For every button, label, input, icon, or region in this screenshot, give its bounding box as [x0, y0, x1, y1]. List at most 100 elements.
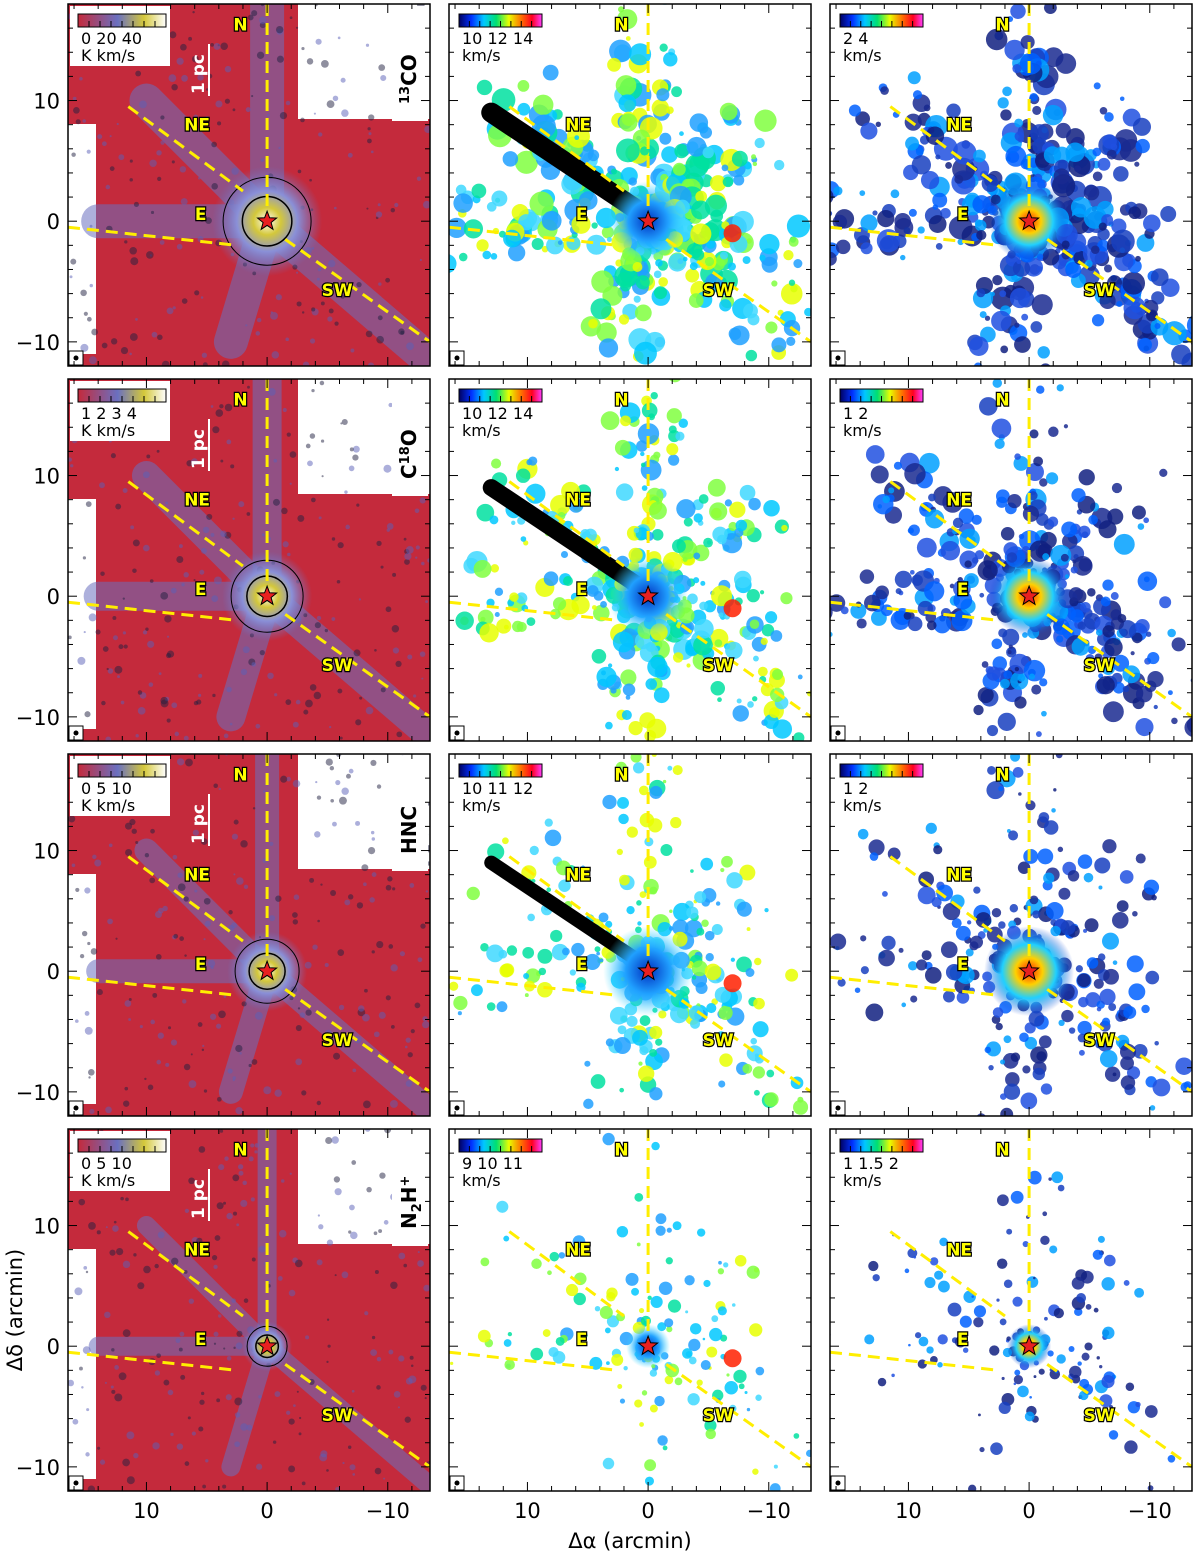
colorbar-unit: km/s	[462, 1171, 501, 1190]
panel-frame	[67, 1128, 431, 1492]
filament-direction-line	[127, 105, 244, 193]
filament-direction-line	[284, 988, 430, 1094]
region-label-sw: SW	[1084, 1031, 1115, 1051]
panel-r3-c0: N NE E SW 0 5 10K km/s 1 pc N2H+	[67, 1128, 431, 1492]
panel-map: N NE E SW 1 2km/s	[830, 379, 1192, 741]
molecule-label-box	[392, 6, 428, 121]
scale-bar-label: 1 pc	[189, 804, 209, 844]
molecule-label-box	[392, 756, 428, 871]
region-label-ne: NE	[565, 491, 591, 511]
unobserved-region	[68, 124, 96, 354]
star-marker-icon	[256, 584, 278, 606]
blue-shifted-filament	[484, 855, 644, 967]
panel-frame	[829, 1128, 1193, 1492]
filament-direction-line	[830, 975, 1000, 997]
region-label-e: E	[195, 955, 207, 975]
colorbar-tick-labels: 0 20 40	[81, 29, 142, 48]
y-tick-label: 10	[33, 90, 60, 114]
colorbar-unit: km/s	[843, 1171, 882, 1190]
filament-direction-line	[889, 1230, 1006, 1318]
star-marker-icon	[637, 209, 659, 231]
star-marker-icon	[256, 209, 278, 231]
filament-direction-line	[449, 1350, 619, 1372]
star-marker-icon	[1018, 959, 1040, 981]
region-label-ne: NE	[946, 116, 972, 136]
colorbar-unit: K km/s	[81, 421, 135, 440]
colorbar-tick-labels: 1 2	[843, 779, 868, 798]
region-label-sw: SW	[1084, 1406, 1115, 1426]
colorbar-unit: km/s	[462, 421, 501, 440]
y-tick-label: −10	[16, 1456, 60, 1480]
panel-frame	[829, 3, 1193, 367]
filament-direction-line	[1046, 238, 1192, 344]
molecule-label-box	[392, 381, 428, 496]
svg-text:N2H+: N2H+	[397, 1176, 425, 1229]
svg-text:13CO: 13CO	[397, 54, 421, 104]
filament-direction-line	[284, 1363, 430, 1469]
region-label-n: N	[614, 1141, 628, 1161]
colorbar-unit: K km/s	[81, 796, 135, 815]
region-label-sw: SW	[322, 656, 353, 676]
filament-direction-line	[1046, 988, 1192, 1094]
region-label-sw: SW	[703, 656, 734, 676]
region-label-e: E	[195, 580, 207, 600]
y-tick-label: 10	[33, 1215, 60, 1239]
y-tick-label: −10	[16, 706, 60, 730]
panel-map: N NE E SW 0 20 40K km/s 1 pc 13CO	[68, 4, 430, 366]
star-marker-icon	[637, 584, 659, 606]
y-tick-label: 0	[47, 585, 60, 609]
region-label-n: N	[614, 766, 628, 786]
region-label-n: N	[233, 1141, 247, 1161]
x-tick-label: −10	[366, 1499, 410, 1523]
x-axis-title: Δα (arcmin)	[568, 1529, 691, 1553]
region-label-ne: NE	[946, 866, 972, 886]
panel-r0-c2: N NE E SW 2 4km/s	[829, 3, 1193, 367]
colorbar-tick-labels: 10 12 14	[462, 404, 533, 423]
y-tick-label: 0	[47, 1335, 60, 1359]
region-label-sw: SW	[1084, 281, 1115, 301]
region-label-e: E	[576, 580, 588, 600]
colorbar-tick-labels: 2 4	[843, 29, 868, 48]
x-tick-label: 10	[514, 1499, 541, 1523]
colorbar-tick-labels: 0 5 10	[81, 1154, 132, 1173]
region-label-sw: SW	[322, 1406, 353, 1426]
red-shifted-clump	[723, 974, 742, 993]
region-label-e: E	[957, 580, 969, 600]
region-label-n: N	[233, 766, 247, 786]
colorbar-unit: km/s	[462, 46, 501, 65]
colorbar-tick-labels: 0 5 10	[81, 779, 132, 798]
panel-frame	[67, 3, 431, 367]
panel-r3-c2: N NE E SW 1 1.5 2km/s	[829, 1128, 1193, 1492]
y-axis-title: Δδ (arcmin)	[3, 1249, 27, 1371]
region-label-sw: SW	[322, 1031, 353, 1051]
panel-map: N NE E SW 1 2km/s	[830, 754, 1192, 1116]
filament-direction-line	[889, 855, 1006, 943]
y-tick-label: −10	[16, 331, 60, 355]
region-label-ne: NE	[184, 1241, 210, 1261]
star-marker-icon	[256, 1334, 278, 1356]
x-tick-label: −10	[1128, 1499, 1172, 1523]
scale-bar-label: 1 pc	[189, 1179, 209, 1219]
region-label-e: E	[576, 205, 588, 225]
molecule-label: HNC	[397, 806, 421, 854]
region-label-sw: SW	[1084, 656, 1115, 676]
red-shifted-clump	[723, 599, 742, 618]
panel-frame	[448, 753, 812, 1117]
filament-direction-line	[449, 600, 619, 622]
colorbar-tick-labels: 10 11 12	[462, 779, 533, 798]
filament-emission	[136, 1216, 277, 1356]
filament-direction-line	[127, 1230, 244, 1318]
filament-direction-line	[830, 600, 1000, 622]
molecule-label: 13CO	[397, 54, 421, 104]
filament-direction-line	[1046, 1363, 1192, 1469]
red-shifted-clump	[723, 1349, 742, 1368]
region-label-n: N	[995, 16, 1009, 36]
molecule-label-box	[392, 1131, 428, 1246]
blue-shifted-filament	[481, 102, 647, 220]
panel-frame	[67, 753, 431, 1117]
